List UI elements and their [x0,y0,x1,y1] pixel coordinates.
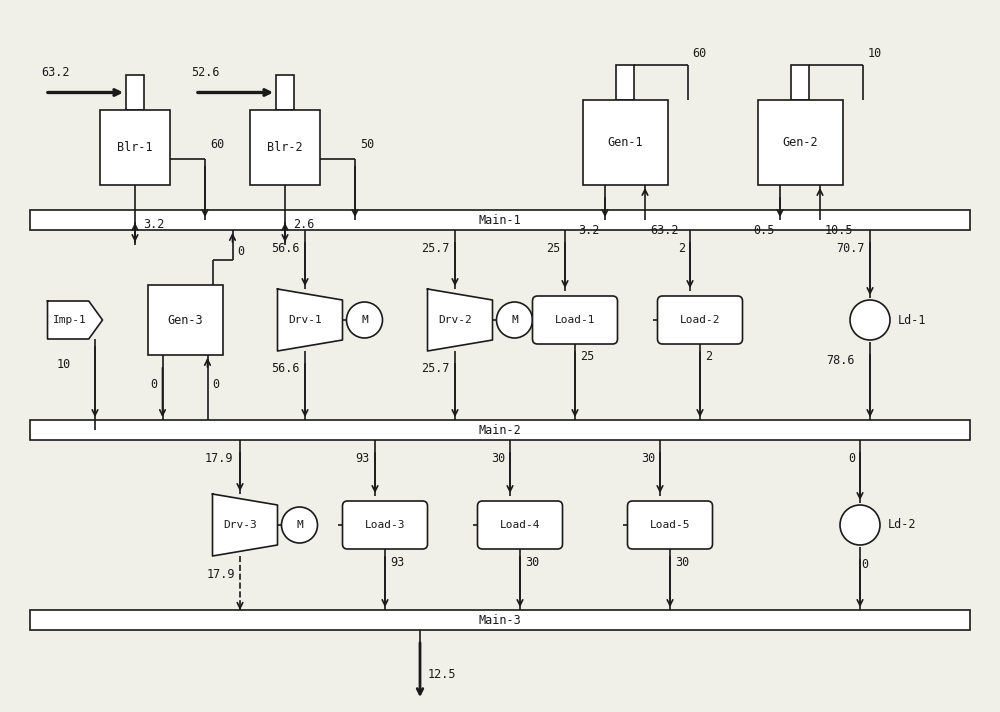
Text: 78.6: 78.6 [826,353,855,367]
Text: M: M [296,520,303,530]
Text: 50: 50 [360,137,374,151]
Bar [616,65,634,100]
Text: 17.9: 17.9 [205,451,234,464]
Text: 2: 2 [678,241,685,254]
Polygon shape [278,289,342,351]
Text: 0: 0 [150,379,158,392]
Text: 0: 0 [861,558,869,572]
Text: Load-1: Load-1 [555,315,595,325]
Text: 25: 25 [546,241,560,254]
Text: Load-5: Load-5 [650,520,690,530]
Text: Main-3: Main-3 [479,614,521,627]
Bar [791,65,809,100]
FancyBboxPatch shape [658,296,742,344]
Text: 30: 30 [675,555,689,568]
Text: Gen-2: Gen-2 [782,136,818,149]
Circle shape [840,505,880,545]
Polygon shape [212,494,278,556]
Text: 3.2: 3.2 [579,224,600,236]
Text: 17.9: 17.9 [207,567,235,580]
Text: 12.5: 12.5 [428,669,456,681]
Text: 93: 93 [356,451,370,464]
Text: 56.6: 56.6 [272,241,300,254]
Text: 60: 60 [210,137,224,151]
Text: Gen-3: Gen-3 [167,313,203,327]
Bar [582,100,668,185]
Bar [250,110,320,185]
Text: 2: 2 [705,350,712,364]
FancyBboxPatch shape [342,501,428,549]
Text: 93: 93 [390,555,404,568]
Circle shape [850,300,890,340]
Text: M: M [361,315,368,325]
Text: Drv-2: Drv-2 [438,315,472,325]
Text: 25.7: 25.7 [422,362,450,375]
Text: Blr-1: Blr-1 [117,141,153,154]
Text: 30: 30 [641,451,655,464]
Text: 25: 25 [580,350,594,364]
Bar [276,75,294,110]
Text: Main-2: Main-2 [479,424,521,436]
Text: 30: 30 [491,451,505,464]
Text: 63.2: 63.2 [650,224,678,236]
Text: Load-3: Load-3 [365,520,405,530]
FancyBboxPatch shape [628,501,712,549]
Bar [30,610,970,630]
Bar [30,420,970,440]
Text: 60: 60 [692,47,707,60]
Circle shape [282,507,318,543]
FancyBboxPatch shape [532,296,618,344]
Text: 70.7: 70.7 [836,241,865,254]
Text: 0: 0 [212,379,220,392]
Text: 0.5: 0.5 [754,224,775,236]
Bar [758,100,842,185]
Text: Drv-3: Drv-3 [223,520,257,530]
Circle shape [496,302,532,338]
Text: 52.6: 52.6 [191,66,219,78]
Text: 0: 0 [848,451,855,464]
Bar [100,110,170,185]
Text: 56.6: 56.6 [272,362,300,375]
Bar [148,285,222,355]
Text: Gen-1: Gen-1 [607,136,643,149]
Bar [30,210,970,230]
Text: 2.6: 2.6 [293,219,314,231]
Text: 0: 0 [238,245,245,258]
Text: 3.2: 3.2 [143,219,164,231]
Text: Load-2: Load-2 [680,315,720,325]
Text: Imp-1: Imp-1 [53,315,87,325]
Bar [126,75,144,110]
Text: Ld-1: Ld-1 [898,313,926,327]
Text: Drv-1: Drv-1 [288,315,322,325]
Polygon shape [48,301,103,339]
Text: 25.7: 25.7 [422,241,450,254]
Text: 10: 10 [57,359,71,372]
Text: Blr-2: Blr-2 [267,141,303,154]
FancyBboxPatch shape [478,501,562,549]
Text: Ld-2: Ld-2 [888,518,916,531]
Text: 10: 10 [868,47,882,60]
Text: M: M [511,315,518,325]
Polygon shape [428,289,492,351]
Text: 63.2: 63.2 [41,66,69,78]
Text: Load-4: Load-4 [500,520,540,530]
Text: 10.5: 10.5 [825,224,854,236]
Text: Main-1: Main-1 [479,214,521,226]
Circle shape [347,302,382,338]
Text: 30: 30 [525,555,539,568]
